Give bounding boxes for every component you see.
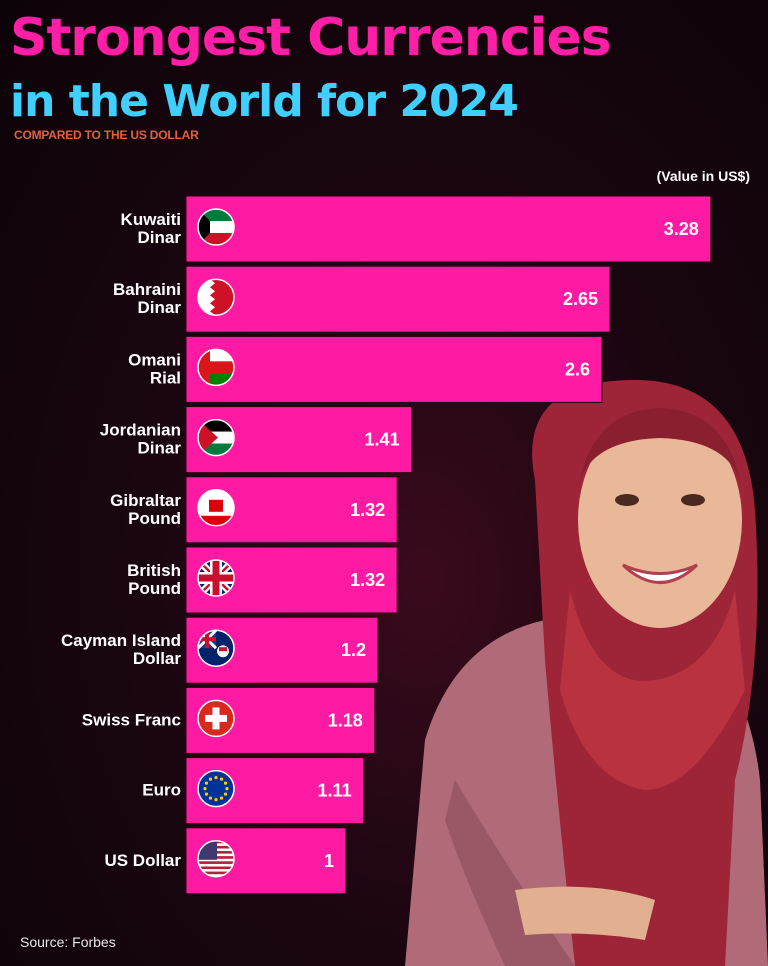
bar-value-label: 1.41: [365, 430, 400, 450]
category-label: Dinar: [138, 439, 182, 458]
category-label: Rial: [150, 368, 181, 387]
category-label: Cayman Island: [61, 631, 181, 650]
category-label: Jordanian: [100, 421, 181, 440]
bar-value-label: 2.65: [563, 289, 598, 309]
category-label: Omani: [128, 350, 181, 369]
bahrain-flag-icon: [198, 279, 234, 316]
category-label: Pound: [128, 579, 181, 598]
source-note: Source: Forbes: [20, 934, 116, 950]
category-label: Dollar: [133, 649, 182, 668]
gibraltar-flag-icon: [198, 489, 234, 526]
bar: [185, 265, 611, 333]
bar-value-label: 3.28: [664, 219, 699, 239]
chart-subtitle: COMPARED TO THE US DOLLAR: [14, 128, 199, 142]
eu-flag-icon: [198, 770, 234, 807]
bar: [185, 335, 603, 403]
switzerland-flag-icon: [198, 700, 234, 737]
category-label: Gibraltar: [110, 491, 181, 510]
category-label: Pound: [128, 509, 181, 528]
bar-value-label: 2.6: [565, 359, 590, 379]
uk-flag-icon: [198, 560, 234, 596]
bar-value-label: 1.11: [318, 781, 352, 801]
bar-row: 1 US Dollar: [104, 827, 347, 895]
category-label: Dinar: [138, 298, 182, 317]
bar-value-label: 1.32: [350, 570, 385, 590]
bar: [185, 195, 712, 263]
bar-value-label: 1.32: [350, 500, 385, 520]
woman-in-hijab-photo: [405, 380, 768, 966]
chart-title-line2: in the World for 2024: [10, 76, 519, 127]
usa-flag-icon: [198, 840, 234, 877]
category-label: Kuwaiti: [121, 210, 181, 229]
category-label: US Dollar: [104, 851, 181, 870]
category-label: Swiss Franc: [82, 710, 181, 729]
bar-value-label: 1: [324, 851, 334, 871]
cayman-islands-flag-icon: [198, 630, 234, 667]
category-label: Dinar: [138, 228, 182, 247]
category-label: Euro: [142, 781, 181, 800]
category-label: British: [127, 561, 181, 580]
bar-row: 1.18 Swiss Franc: [82, 686, 376, 754]
bar-value-label: 1.2: [341, 640, 366, 660]
unit-note: (Value in US$): [656, 168, 750, 184]
chart-title-line1: Strongest Currencies: [10, 8, 612, 68]
bar-value-label: 1.18: [328, 710, 363, 730]
jordan-flag-icon: [198, 419, 234, 456]
bar-row: 1.11 Euro: [142, 757, 365, 825]
category-label: Bahraini: [113, 280, 181, 299]
